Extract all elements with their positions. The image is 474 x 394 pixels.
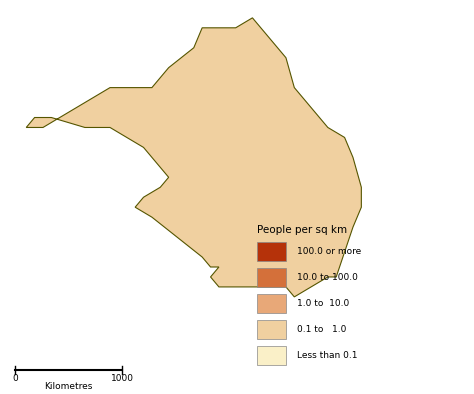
Text: 100.0 or more: 100.0 or more [297, 247, 361, 256]
FancyBboxPatch shape [257, 242, 286, 261]
FancyBboxPatch shape [257, 268, 286, 287]
Text: People per sq km: People per sq km [257, 225, 347, 234]
FancyBboxPatch shape [257, 294, 286, 313]
Text: 1.0 to  10.0: 1.0 to 10.0 [297, 299, 349, 308]
FancyBboxPatch shape [257, 320, 286, 339]
Text: 10.0 to 100.0: 10.0 to 100.0 [297, 273, 357, 282]
Text: Less than 0.1: Less than 0.1 [297, 351, 357, 360]
Text: 0: 0 [12, 374, 18, 383]
Polygon shape [26, 18, 361, 297]
Text: 0.1 to   1.0: 0.1 to 1.0 [297, 325, 346, 334]
Text: 1000: 1000 [110, 374, 134, 383]
Text: Kilometres: Kilometres [45, 382, 93, 391]
FancyBboxPatch shape [257, 346, 286, 365]
